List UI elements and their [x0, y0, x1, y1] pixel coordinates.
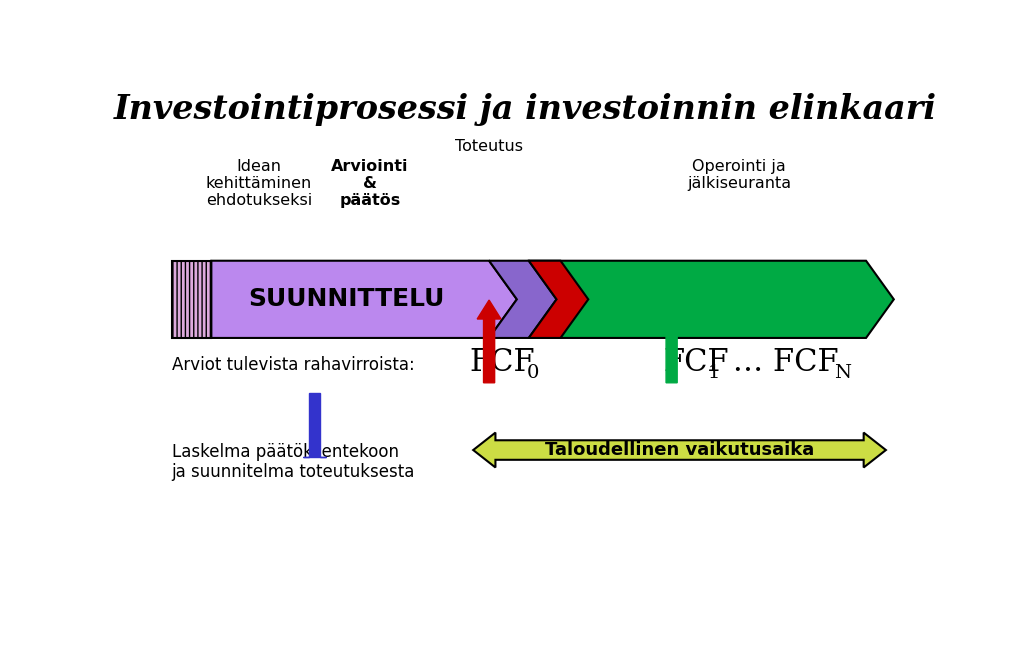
Text: SUUNNITTELU: SUUNNITTELU	[248, 287, 444, 311]
Polygon shape	[172, 261, 211, 338]
Text: Idean
kehittäminen
ehdotukseksi: Idean kehittäminen ehdotukseksi	[206, 159, 312, 208]
Text: Taloudellinen vaikutusaika: Taloudellinen vaikutusaika	[545, 441, 814, 459]
Text: Arviot tulevista rahavirroista:: Arviot tulevista rahavirroista:	[172, 356, 415, 375]
Text: Arviointi
&
päätös: Arviointi & päätös	[332, 159, 409, 208]
Polygon shape	[473, 433, 886, 468]
Text: FCF: FCF	[469, 347, 535, 378]
Polygon shape	[303, 393, 327, 457]
Polygon shape	[528, 261, 894, 338]
Polygon shape	[659, 300, 684, 383]
Text: 0: 0	[526, 364, 539, 382]
Polygon shape	[477, 300, 501, 383]
Text: N: N	[835, 364, 851, 382]
Polygon shape	[211, 261, 517, 338]
Text: Investointiprosessi ja investoinnin elinkaari: Investointiprosessi ja investoinnin elin…	[114, 93, 936, 126]
Text: Laskelma päätöksentekoon
ja suunnitelma toteutuksesta: Laskelma päätöksentekoon ja suunnitelma …	[172, 443, 415, 481]
Text: 1: 1	[708, 364, 720, 382]
Text: FCF: FCF	[664, 347, 729, 378]
Text: Toteutus: Toteutus	[455, 138, 523, 154]
Polygon shape	[528, 261, 588, 338]
Text: Operointi ja
jälkiseuranta: Operointi ja jälkiseuranta	[687, 159, 792, 191]
Polygon shape	[489, 261, 557, 338]
Text: … FCF: … FCF	[723, 347, 839, 378]
